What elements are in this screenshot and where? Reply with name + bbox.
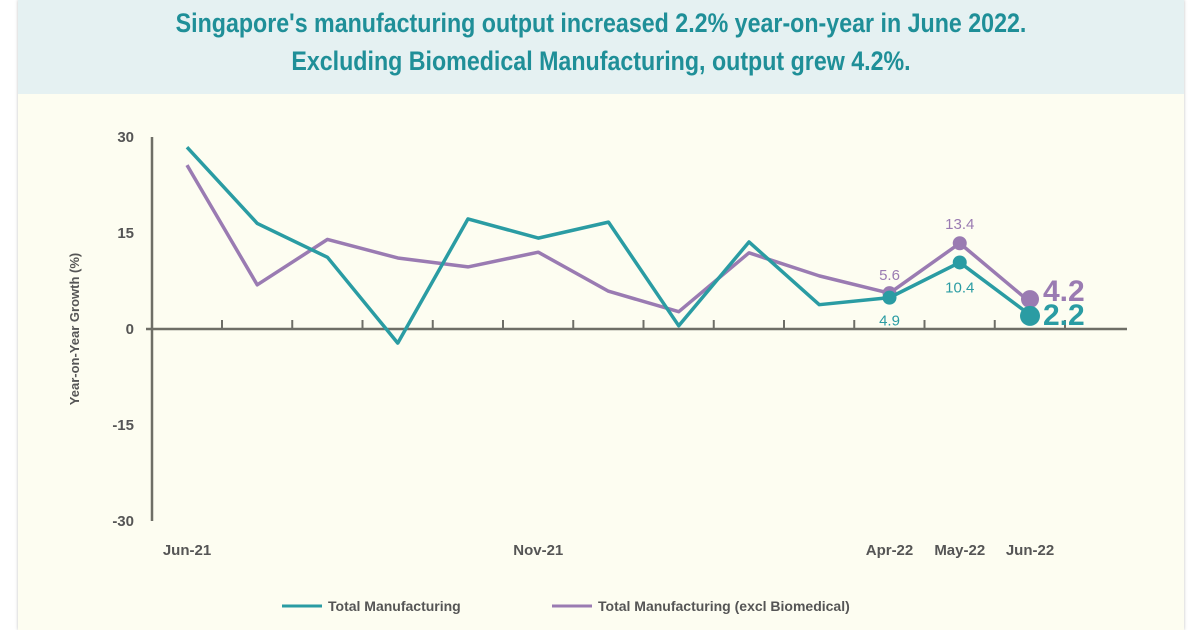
chart-frame: Singapore's manufacturing output increas… [18,0,1184,630]
data-point [882,290,897,305]
chart-title-line1: Singapore's manufacturing output increas… [175,8,1027,38]
data-label: 5.6 [879,267,900,284]
data-point [952,236,967,251]
data-label-latest: 4.2 [1043,275,1085,308]
y-tick-label: 15 [117,225,134,242]
data-label: 10.4 [945,279,974,296]
y-tick-label: -30 [112,513,134,530]
y-tick-label: 30 [117,129,134,146]
x-tick-label: Jun-22 [1006,542,1054,559]
x-tick-label: Nov-21 [513,542,563,559]
data-point-latest [1020,305,1040,326]
x-tick-label: Apr-22 [866,542,914,559]
series-line-total [185,146,1032,345]
legend-label-excl-biomedical: Total Manufacturing (excl Biomedical) [598,598,850,614]
data-label: 4.9 [879,313,900,330]
x-tick-label: Jun-21 [163,542,211,559]
data-label-latest: 2.2 [1043,299,1085,332]
x-tick-label: May-22 [934,542,985,559]
y-axis-label: Year-on-Year Growth (%) [67,253,82,405]
chart-title-line2: Excluding Biomedical Manufacturing, outp… [291,46,911,76]
y-tick-label: 0 [126,321,134,338]
data-point-latest [1021,290,1039,309]
legend-label-total: Total Manufacturing [328,598,461,614]
data-label: 13.4 [945,216,974,233]
chart-header: Singapore's manufacturing output increas… [18,0,1184,94]
y-tick-label: -15 [112,417,134,434]
data-point [952,255,967,270]
